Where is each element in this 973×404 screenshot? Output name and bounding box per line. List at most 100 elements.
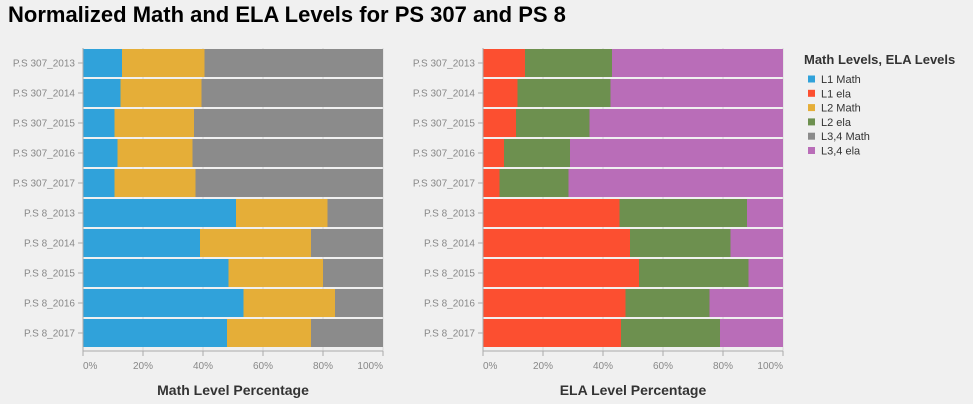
category-label: P.S 8_2016 xyxy=(424,299,475,310)
bar-l1-ela-p-s-8-2013[interactable] xyxy=(483,199,620,227)
category-label: P.S 307_2016 xyxy=(13,149,76,160)
bar-l2-math-p-s-8-2017[interactable] xyxy=(227,319,311,347)
legend-swatch-l3-4-math xyxy=(808,132,815,140)
bar-l2-ela-p-s-307-2013[interactable] xyxy=(525,49,612,77)
bar-l3-4-ela-p-s-307-2014[interactable] xyxy=(610,79,784,107)
bar-l3-4-math-p-s-307-2017[interactable] xyxy=(195,169,384,197)
bar-l2-math-p-s-307-2016[interactable] xyxy=(117,139,193,167)
chart-title: Normalized Math and ELA Levels for PS 30… xyxy=(8,2,566,27)
bar-l1-math-p-s-307-2014[interactable] xyxy=(83,79,121,107)
x-tick-label: 0% xyxy=(83,361,98,372)
bar-l2-ela-p-s-8-2016[interactable] xyxy=(625,289,710,317)
bar-l1-math-p-s-8-2014[interactable] xyxy=(83,229,200,257)
bar-l2-ela-p-s-307-2017[interactable] xyxy=(499,169,569,197)
bar-l3-4-ela-p-s-307-2015[interactable] xyxy=(589,109,784,137)
bar-l2-math-p-s-307-2017[interactable] xyxy=(114,169,196,197)
legend-swatch-l2-math xyxy=(808,104,815,112)
bar-l2-ela-p-s-8-2017[interactable] xyxy=(621,319,720,347)
legend-swatch-l2-ela xyxy=(808,118,815,126)
legend-swatch-l1-math xyxy=(808,75,815,83)
x-tick-label: 80% xyxy=(713,361,733,372)
bar-l1-math-p-s-307-2017[interactable] xyxy=(83,169,115,197)
bar-l2-math-p-s-307-2013[interactable] xyxy=(122,49,205,77)
bar-l2-ela-p-s-8-2014[interactable] xyxy=(630,229,731,257)
category-label: P.S 8_2013 xyxy=(424,209,475,220)
bar-l3-4-ela-p-s-307-2017[interactable] xyxy=(568,169,784,197)
legend-label-l1-math[interactable]: L1 Math xyxy=(821,74,861,86)
x-tick-label: 60% xyxy=(253,361,273,372)
bar-l2-ela-p-s-8-2013[interactable] xyxy=(619,199,748,227)
bar-l3-4-math-p-s-307-2016[interactable] xyxy=(192,139,384,167)
category-label: P.S 307_2017 xyxy=(13,179,76,190)
bar-l1-math-p-s-8-2016[interactable] xyxy=(83,289,244,317)
bar-l1-math-p-s-8-2015[interactable] xyxy=(83,259,229,287)
legend: Math Levels, ELA Levels L1 Math L1 ela L2 M… xyxy=(804,52,955,158)
bar-l1-math-p-s-8-2017[interactable] xyxy=(83,319,227,347)
category-label: P.S 8_2014 xyxy=(424,239,475,250)
bar-l1-ela-p-s-8-2017[interactable] xyxy=(483,319,621,347)
bar-l1-math-p-s-307-2016[interactable] xyxy=(83,139,118,167)
bar-l3-4-math-p-s-307-2014[interactable] xyxy=(201,79,384,107)
bar-l3-4-ela-p-s-8-2013[interactable] xyxy=(747,199,783,227)
category-label: P.S 8_2017 xyxy=(24,329,75,340)
bar-l3-4-ela-p-s-8-2016[interactable] xyxy=(709,289,784,317)
category-label: P.S 8_2013 xyxy=(24,209,75,220)
category-label: P.S 8_2016 xyxy=(24,299,75,310)
bar-l1-ela-p-s-307-2014[interactable] xyxy=(483,79,518,107)
legend-label-l3-4-ela[interactable]: L3,4 ela xyxy=(821,146,861,158)
bar-l3-4-math-p-s-8-2013[interactable] xyxy=(327,199,384,227)
category-label: P.S 307_2014 xyxy=(13,89,76,100)
bar-l3-4-ela-p-s-8-2014[interactable] xyxy=(730,229,784,257)
category-label: P.S 8_2014 xyxy=(24,239,75,250)
x-tick-label: 40% xyxy=(193,361,213,372)
bar-l2-ela-p-s-307-2015[interactable] xyxy=(516,109,590,137)
bar-l1-ela-p-s-307-2013[interactable] xyxy=(483,49,525,77)
bar-l1-math-p-s-307-2013[interactable] xyxy=(83,49,122,77)
x-tick-label: 80% xyxy=(313,361,333,372)
x-tick-label: 0% xyxy=(483,361,498,372)
bar-l2-ela-p-s-307-2014[interactable] xyxy=(517,79,611,107)
legend-title: Math Levels, ELA Levels xyxy=(804,52,955,67)
bar-l1-ela-p-s-307-2015[interactable] xyxy=(483,109,516,137)
bar-l3-4-math-p-s-8-2016[interactable] xyxy=(335,289,383,317)
legend-label-l2-math[interactable]: L2 Math xyxy=(821,103,861,115)
bar-l1-ela-p-s-8-2015[interactable] xyxy=(483,259,639,287)
bar-l2-math-p-s-8-2014[interactable] xyxy=(200,229,311,257)
category-label: P.S 8_2017 xyxy=(424,329,475,340)
bar-l3-4-math-p-s-307-2015[interactable] xyxy=(194,109,383,137)
bar-l3-4-ela-p-s-307-2016[interactable] xyxy=(570,139,783,167)
bar-l1-math-p-s-307-2015[interactable] xyxy=(83,109,115,137)
bar-l3-4-math-p-s-307-2013[interactable] xyxy=(204,49,384,77)
bar-l2-math-p-s-307-2015[interactable] xyxy=(114,109,195,137)
bar-l1-ela-p-s-8-2016[interactable] xyxy=(483,289,626,317)
x-tick-label: 20% xyxy=(533,361,553,372)
category-label: P.S 307_2013 xyxy=(413,59,476,70)
bar-l3-4-math-p-s-8-2015[interactable] xyxy=(323,259,383,287)
category-label: P.S 307_2014 xyxy=(413,89,476,100)
bar-l3-4-ela-p-s-8-2017[interactable] xyxy=(720,319,783,347)
x-axis-label: ELA Level Percentage xyxy=(560,382,707,398)
bar-l2-math-p-s-8-2016[interactable] xyxy=(243,289,336,317)
bar-l1-ela-p-s-8-2014[interactable] xyxy=(483,229,630,257)
category-label: P.S 307_2013 xyxy=(13,59,76,70)
bar-l2-ela-p-s-8-2015[interactable] xyxy=(639,259,749,287)
legend-label-l1-ela[interactable]: L1 ela xyxy=(821,88,852,100)
bar-l2-math-p-s-8-2013[interactable] xyxy=(236,199,328,227)
x-tick-label: 20% xyxy=(133,361,153,372)
legend-swatch-l3-4-ela xyxy=(808,147,815,154)
bar-l3-4-math-p-s-8-2017[interactable] xyxy=(311,319,383,347)
legend-label-l3-4-math[interactable]: L3,4 Math xyxy=(821,131,870,143)
bar-l2-math-p-s-307-2014[interactable] xyxy=(120,79,202,107)
bar-l3-4-ela-p-s-8-2015[interactable] xyxy=(748,259,784,287)
bar-l2-ela-p-s-307-2016[interactable] xyxy=(504,139,570,167)
bar-l1-ela-p-s-307-2017[interactable] xyxy=(483,169,500,197)
bar-l1-math-p-s-8-2013[interactable] xyxy=(83,199,236,227)
bar-l2-math-p-s-8-2015[interactable] xyxy=(228,259,324,287)
category-label: P.S 307_2015 xyxy=(13,119,76,130)
bar-l3-4-math-p-s-8-2014[interactable] xyxy=(311,229,383,257)
bar-l1-ela-p-s-307-2016[interactable] xyxy=(483,139,504,167)
bar-l3-4-ela-p-s-307-2013[interactable] xyxy=(612,49,783,77)
legend-label-l2-ela[interactable]: L2 ela xyxy=(821,117,852,129)
x-tick-label: 40% xyxy=(593,361,613,372)
